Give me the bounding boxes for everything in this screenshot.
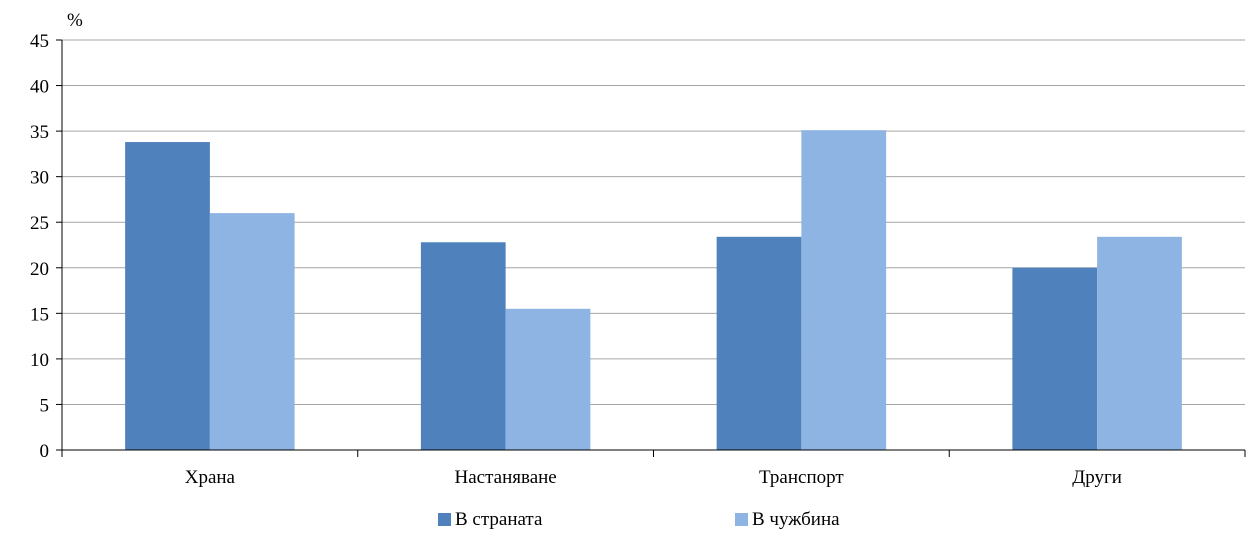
bar	[420, 242, 506, 450]
x-category-label: Храна	[185, 467, 236, 488]
y-tick-label: 10	[30, 350, 49, 371]
legend-swatch	[735, 513, 748, 526]
y-axis-unit-label: %	[67, 10, 83, 31]
y-tick-label: 45	[30, 31, 49, 52]
x-category-label: Настаняване	[455, 467, 557, 488]
y-tick-label: 0	[40, 441, 50, 462]
y-tick-label: 25	[30, 213, 49, 234]
bar	[1012, 267, 1098, 450]
bar	[801, 130, 887, 450]
bar	[505, 308, 591, 450]
bar	[716, 236, 802, 450]
legend-label: В чужбина	[752, 509, 840, 530]
y-tick-label: 40	[30, 77, 49, 98]
y-tick-label: 5	[40, 395, 50, 416]
legend-swatch	[438, 513, 451, 526]
bars	[125, 130, 1182, 451]
x-category-label: Други	[1072, 467, 1122, 488]
y-tick-label: 35	[30, 122, 49, 143]
y-tick-label: 15	[30, 304, 49, 325]
x-category-label: Транспорт	[759, 467, 844, 488]
bar	[1097, 236, 1182, 450]
y-axis-ticks: 0 5 10 15 20 25 30 35 40 45	[30, 31, 49, 462]
legend-label: В страната	[455, 509, 543, 530]
x-axis-categories: Храна Настаняване Транспорт Други	[185, 467, 1122, 488]
y-tick-label: 30	[30, 168, 49, 189]
bar	[209, 213, 295, 450]
bar	[125, 142, 210, 451]
y-tick-label: 20	[30, 259, 49, 280]
axes	[56, 39, 1246, 457]
legend: В страната В чужбина	[438, 509, 840, 530]
